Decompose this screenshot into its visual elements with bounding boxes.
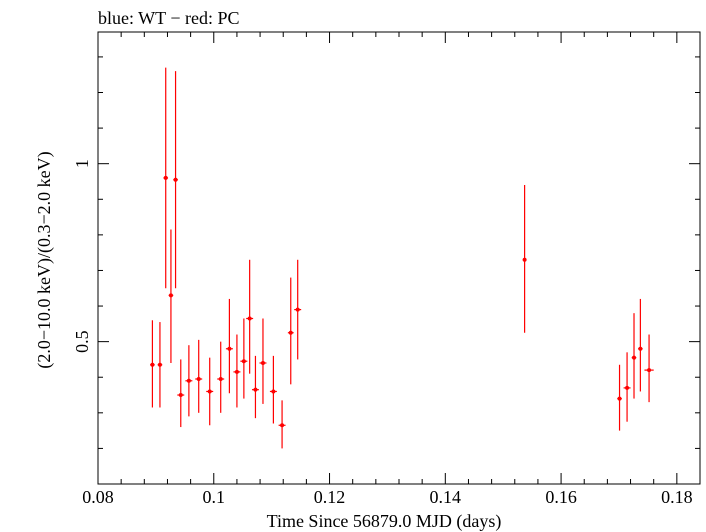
data-point — [225, 298, 233, 394]
point-marker — [157, 362, 162, 367]
data-point — [294, 259, 302, 360]
data-point — [269, 355, 277, 424]
data-point — [617, 364, 622, 431]
point-marker — [227, 346, 232, 351]
y-tick-label: 0.5 — [72, 330, 92, 353]
point-marker — [150, 362, 155, 367]
data-point — [177, 359, 185, 428]
data-point — [644, 334, 654, 403]
data-point — [623, 352, 631, 422]
point-marker — [625, 385, 630, 390]
point-marker — [168, 293, 173, 298]
data-point — [240, 318, 248, 399]
data-point — [150, 320, 155, 408]
point-marker — [234, 369, 239, 374]
point-marker — [632, 355, 637, 360]
x-axis-ticks: 0.08 0.1 0.12 0.14 0.16 0.18 — [82, 32, 693, 507]
point-marker — [260, 360, 265, 365]
point-marker — [280, 423, 285, 428]
point-marker — [647, 368, 652, 373]
data-point — [233, 334, 241, 408]
data-point — [631, 313, 637, 399]
point-marker — [178, 393, 183, 398]
data-point — [522, 185, 527, 333]
point-marker — [186, 378, 191, 383]
point-marker — [196, 377, 201, 382]
x-tick-label: 0.18 — [661, 487, 693, 507]
data-point — [638, 298, 643, 392]
data-point — [168, 229, 174, 363]
point-marker — [241, 359, 246, 364]
data-point — [287, 277, 294, 385]
data-point — [206, 357, 214, 426]
point-marker — [247, 316, 252, 321]
point-marker — [522, 257, 527, 262]
point-marker — [271, 389, 276, 394]
data-point — [217, 341, 225, 413]
x-tick-label: 0.12 — [314, 487, 346, 507]
data-point — [195, 339, 203, 413]
y-axis-label: (2.0−10.0 keV)/(0.3−2.0 keV) — [34, 151, 55, 368]
point-marker — [218, 377, 223, 382]
data-point — [163, 67, 169, 289]
data-point — [246, 259, 254, 374]
data-points — [150, 67, 654, 449]
point-marker — [173, 177, 178, 182]
point-marker — [617, 396, 622, 401]
data-point — [157, 322, 163, 408]
point-marker — [638, 346, 643, 351]
data-point — [185, 345, 193, 417]
point-marker — [288, 330, 293, 335]
data-point — [278, 400, 286, 449]
point-marker — [207, 389, 212, 394]
x-tick-label: 0.14 — [430, 487, 462, 507]
point-marker — [295, 307, 300, 312]
y-tick-label: 1 — [72, 159, 92, 168]
data-point — [251, 355, 259, 419]
y-axis-ticks: 0.51 — [72, 56, 700, 485]
x-tick-label: 0.1 — [203, 487, 226, 507]
x-tick-label: 0.08 — [82, 487, 114, 507]
x-axis-label: Time Since 56879.0 MJD (days) — [267, 511, 502, 532]
data-point — [259, 318, 267, 404]
x-tick-label: 0.16 — [545, 487, 577, 507]
point-marker — [163, 175, 168, 180]
data-point — [173, 71, 178, 289]
point-marker — [253, 387, 258, 392]
chart-title: blue: WT − red: PC — [98, 8, 239, 28]
